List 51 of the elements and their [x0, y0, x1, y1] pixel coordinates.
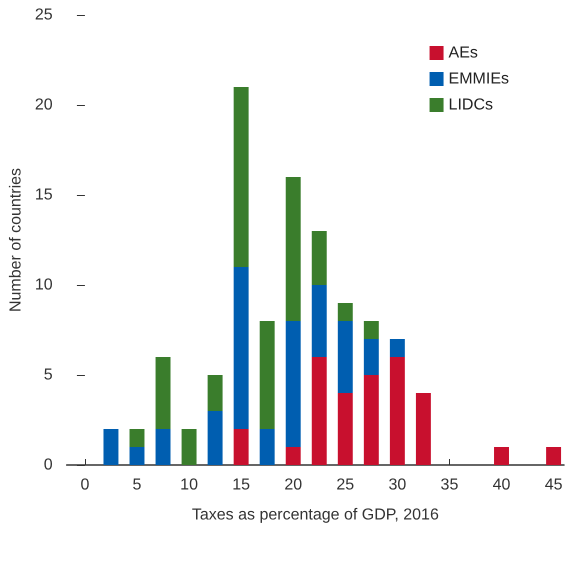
bar: [234, 87, 249, 267]
bar: [234, 429, 249, 465]
x-tick-label: 20: [284, 476, 302, 494]
x-tick-label: 35: [440, 476, 458, 494]
y-tick-label: 5: [44, 366, 53, 384]
y-tick-label: 10: [34, 276, 53, 294]
bar: [260, 321, 275, 429]
bar: [156, 357, 171, 429]
bar: [286, 447, 301, 465]
bar: [234, 267, 249, 429]
bar: [416, 393, 431, 465]
x-tick-label: 15: [232, 476, 250, 494]
bar: [364, 339, 379, 375]
bar: [494, 447, 509, 465]
x-tick-label: 10: [180, 476, 198, 494]
y-axis-title: Number of countries: [8, 168, 24, 312]
bar: [182, 429, 197, 465]
bar: [156, 429, 171, 465]
x-tick-label: 5: [132, 476, 142, 494]
bar: [338, 393, 353, 465]
bar: [364, 321, 379, 339]
bar: [312, 285, 327, 357]
x-tick-label: 40: [492, 476, 511, 494]
bar: [390, 357, 405, 465]
bar: [312, 231, 327, 285]
x-tick-label: 30: [388, 476, 406, 494]
x-tick-label: 45: [544, 476, 563, 494]
bar: [208, 411, 223, 465]
y-tick-label: 20: [34, 96, 53, 114]
y-tick-label: 25: [34, 6, 53, 24]
bar: [103, 429, 118, 465]
bar: [286, 177, 301, 321]
x-tick-label: 25: [336, 476, 354, 494]
legend-label: EMMIEs: [448, 70, 510, 88]
bar: [260, 429, 275, 465]
bar: [338, 321, 353, 393]
y-tick-label: 15: [34, 186, 53, 204]
bar: [208, 375, 223, 411]
legend-label: AEs: [448, 44, 478, 62]
y-tick-label: 0: [44, 456, 53, 474]
bar: [130, 447, 144, 465]
x-axis-title: Taxes as percentage of GDP, 2016: [192, 506, 439, 524]
legend-label: LIDCs: [448, 96, 494, 114]
bar: [130, 429, 144, 447]
bar: [390, 339, 405, 357]
bar: [546, 447, 562, 465]
x-tick-label: 0: [80, 476, 90, 494]
bar: [286, 321, 301, 447]
bar: [364, 375, 379, 465]
bar: [312, 357, 327, 465]
bar: [338, 303, 353, 321]
